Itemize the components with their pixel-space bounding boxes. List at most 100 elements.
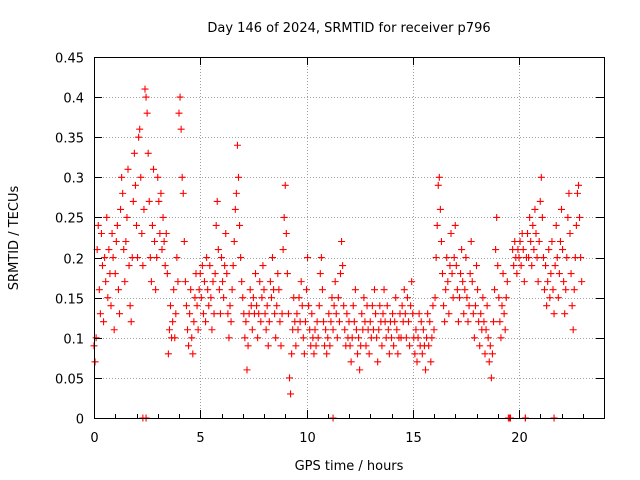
data-point	[374, 358, 382, 366]
data-point	[227, 318, 235, 326]
data-point	[543, 302, 551, 310]
data-point	[107, 302, 115, 310]
data-point	[230, 238, 238, 246]
data-point	[541, 286, 548, 294]
data-point	[249, 294, 257, 302]
y-tick-label: 0.25	[55, 212, 84, 227]
data-points	[90, 85, 586, 422]
data-point	[529, 221, 537, 229]
data-point	[244, 342, 252, 350]
data-point	[264, 342, 272, 350]
data-point	[554, 294, 562, 302]
data-point	[513, 270, 521, 278]
plot-frame	[94, 57, 605, 419]
data-point	[206, 262, 214, 270]
data-point	[189, 350, 197, 358]
data-point	[348, 334, 356, 342]
data-point	[329, 326, 337, 334]
data-point	[437, 238, 445, 246]
data-point	[468, 278, 476, 286]
data-point	[566, 229, 574, 237]
data-point	[338, 238, 346, 246]
data-point	[113, 221, 121, 229]
data-point	[191, 294, 199, 302]
data-point	[358, 310, 366, 318]
data-point	[568, 302, 576, 310]
data-point	[261, 310, 269, 318]
data-point	[481, 350, 489, 358]
data-point	[510, 262, 518, 270]
data-point	[403, 294, 411, 302]
data-point	[432, 254, 440, 262]
data-point	[575, 181, 582, 189]
data-point	[448, 270, 456, 278]
x-tick-label: 15	[405, 431, 422, 446]
data-point	[391, 318, 399, 326]
data-point	[252, 270, 259, 278]
data-point	[493, 213, 501, 221]
data-point	[537, 173, 545, 181]
data-point	[243, 366, 251, 374]
data-point	[325, 310, 333, 318]
data-point	[356, 366, 364, 374]
data-point	[274, 270, 282, 278]
data-point	[165, 326, 173, 334]
data-point	[317, 254, 325, 262]
data-point	[126, 302, 134, 310]
data-point	[314, 334, 322, 342]
data-point	[462, 254, 470, 262]
data-point	[436, 205, 444, 213]
data-point	[431, 294, 439, 302]
data-point	[164, 350, 172, 358]
data-point	[153, 254, 161, 262]
data-point	[464, 318, 472, 326]
data-point	[116, 310, 123, 318]
data-point	[210, 310, 218, 318]
data-point	[214, 246, 222, 254]
y-tick-label: 0.4	[63, 92, 84, 107]
data-point	[453, 286, 461, 294]
data-point	[427, 358, 435, 366]
data-point	[545, 246, 553, 254]
data-point	[425, 342, 433, 350]
data-point	[179, 189, 187, 197]
data-point	[496, 318, 504, 326]
data-point	[532, 229, 540, 237]
data-point	[450, 254, 458, 262]
data-point	[278, 310, 286, 318]
data-point	[457, 270, 465, 278]
data-point	[105, 246, 113, 254]
data-point	[337, 270, 344, 278]
data-point	[327, 318, 335, 326]
data-point	[564, 213, 572, 221]
data-point	[187, 286, 195, 294]
data-point	[241, 334, 249, 342]
data-point	[310, 350, 318, 358]
data-point	[177, 125, 185, 133]
data-point	[150, 165, 157, 173]
data-point	[383, 302, 391, 310]
data-point	[501, 326, 509, 334]
data-point	[408, 278, 416, 286]
data-point	[444, 278, 452, 286]
data-point	[492, 246, 500, 254]
data-point	[474, 286, 482, 294]
data-point	[109, 254, 117, 262]
data-point	[161, 262, 169, 270]
y-tick-label: 0.45	[55, 52, 84, 67]
data-point	[110, 326, 118, 334]
data-point	[154, 173, 162, 181]
data-point	[500, 310, 508, 318]
data-point	[223, 270, 231, 278]
data-point	[92, 334, 100, 342]
data-point	[152, 286, 160, 294]
data-point	[111, 270, 119, 278]
data-point	[422, 366, 429, 374]
data-point	[102, 278, 110, 286]
data-point	[255, 310, 263, 318]
data-point	[276, 318, 284, 326]
data-point	[428, 334, 436, 342]
data-point	[287, 390, 295, 398]
data-point	[176, 93, 184, 101]
data-point	[418, 350, 426, 358]
